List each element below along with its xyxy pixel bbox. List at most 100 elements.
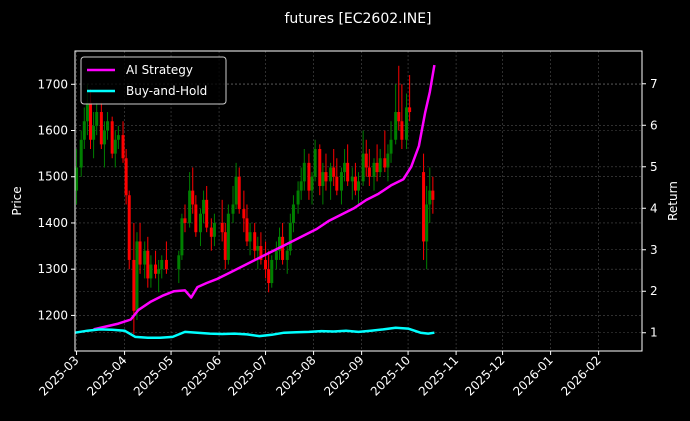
candle-body (285, 250, 289, 260)
candle-body (386, 153, 390, 168)
candle-body (177, 255, 181, 270)
plot-frame (74, 50, 643, 352)
candle-body (226, 213, 230, 260)
legend-box (80, 56, 227, 105)
candle-body (394, 112, 398, 140)
candle-body (383, 158, 387, 168)
candle-body (350, 176, 354, 182)
y-tick-label: 1200 (37, 308, 68, 322)
candle-body (270, 259, 274, 284)
candle-body (307, 162, 311, 191)
candle-body (92, 125, 96, 140)
candle-body (264, 259, 268, 270)
candle-body (146, 250, 150, 279)
candle-body (313, 148, 317, 177)
y-tick-label: 1700 (37, 77, 68, 91)
candle-body (400, 121, 404, 140)
candle-body (267, 269, 271, 284)
candle-body (191, 190, 195, 205)
candle-body (138, 241, 142, 265)
ai-strategy-line (93, 64, 436, 331)
series-lines (74, 64, 436, 339)
legend-label-ai-strategy: AI Strategy (126, 63, 193, 77)
candle-body (431, 190, 435, 200)
candle-body (361, 153, 365, 182)
candle-body (408, 107, 412, 113)
y-axis-label: Price (10, 186, 24, 215)
candle-body (310, 176, 314, 191)
candle-body (202, 199, 206, 214)
candle-body (237, 176, 241, 210)
y2-axis-label: Return (666, 181, 680, 221)
candles (75, 65, 435, 334)
candle-body (364, 153, 368, 168)
candle-body (212, 222, 216, 237)
candle-body (183, 218, 187, 223)
candle-body (256, 246, 260, 251)
candle-body (378, 158, 382, 173)
candle-body (135, 241, 139, 311)
candle-body (372, 162, 376, 177)
candle-body (324, 172, 328, 182)
y2-tick-label: 3 (650, 243, 658, 257)
candle-body (231, 204, 235, 214)
y2-tick-label: 4 (650, 201, 658, 215)
y-tick-label: 1300 (37, 262, 68, 276)
candle-body (198, 213, 202, 233)
candle-body (422, 172, 426, 242)
candle-body (164, 259, 168, 270)
candle-body (95, 112, 99, 126)
candle-body (259, 246, 263, 260)
candle-body (397, 112, 401, 122)
candle-body (99, 112, 103, 145)
candle-body (82, 121, 86, 140)
candle-body (346, 162, 350, 182)
candle-body (88, 102, 92, 140)
candle-body (205, 199, 209, 228)
candle-body (339, 172, 343, 191)
candle-body (157, 269, 161, 274)
candle-body (288, 222, 292, 251)
candle-body (220, 222, 224, 233)
candle-body (332, 167, 336, 177)
y2-tick-label: 7 (650, 77, 658, 91)
candle-body (318, 148, 322, 186)
candle-body (405, 107, 409, 140)
candle-body (149, 264, 153, 279)
legend-label-buy-and-hold: Buy-and-Hold (126, 84, 207, 98)
candle-body (321, 172, 325, 186)
candle-body (389, 139, 393, 154)
candle-body (209, 227, 213, 237)
candle-body (160, 259, 164, 270)
y2-tick-label: 6 (650, 118, 658, 132)
candle-body (367, 167, 371, 177)
candle-body (281, 236, 285, 260)
candle-body (274, 250, 278, 260)
y2-tick-label: 1 (650, 326, 658, 340)
candle-body (127, 195, 131, 260)
candle-body (113, 139, 117, 154)
candle-body (335, 176, 339, 191)
candle-body (277, 236, 281, 251)
candle-body (375, 162, 379, 173)
candle-body (425, 204, 429, 242)
candle-body (188, 190, 192, 223)
candle-body (121, 135, 125, 159)
candle-body (143, 250, 147, 265)
candle-body (180, 218, 184, 256)
candle-body (79, 139, 83, 168)
candle-body (85, 102, 89, 122)
y-tick-label: 1400 (37, 216, 68, 230)
candle-body (110, 121, 114, 154)
candle-body (291, 204, 295, 223)
candle-body (253, 232, 257, 251)
candle-body (223, 232, 227, 260)
candle-body (245, 218, 249, 242)
buy-and-hold-line (74, 326, 435, 339)
candle-body (106, 121, 110, 131)
candle-body (248, 232, 252, 242)
y-tick-label: 1500 (37, 170, 68, 184)
candle-body (353, 176, 357, 191)
candle-body (75, 167, 79, 191)
